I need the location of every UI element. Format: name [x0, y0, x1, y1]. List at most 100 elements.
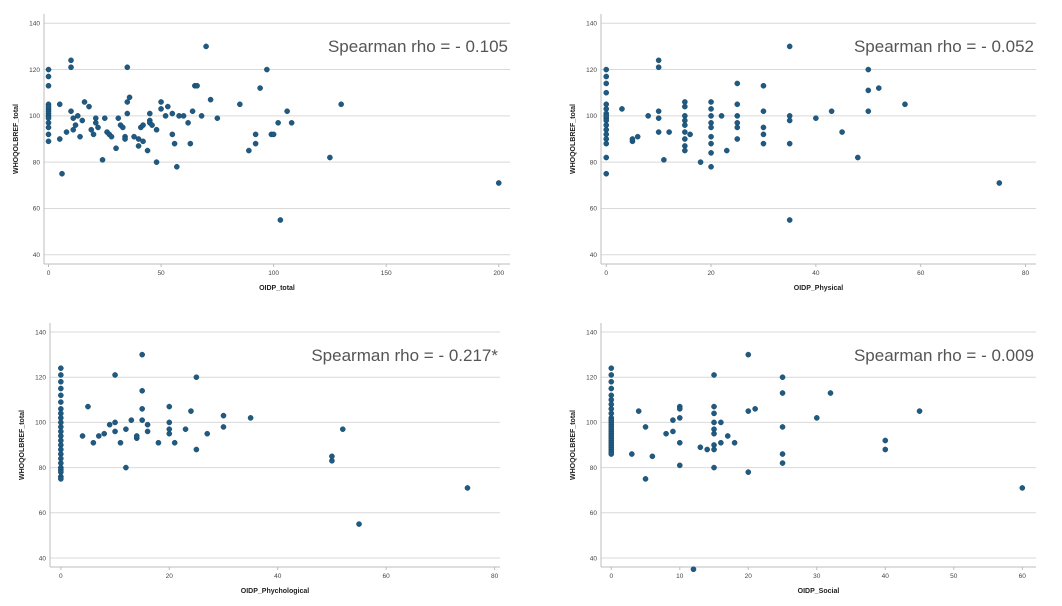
- c3-scatter-point: [676, 415, 683, 421]
- c0-scatter-point: [338, 101, 344, 108]
- c1-scatter-point: [734, 80, 741, 87]
- c3-xtick-label: 20: [745, 573, 753, 580]
- c2-scatter-point: [182, 426, 189, 432]
- c2-spearman-annotation: Spearman rho = - 0.217*: [311, 346, 498, 365]
- c2-ytick-label: 40: [39, 555, 47, 562]
- c2-scatter-point: [112, 372, 118, 378]
- c2-scatter-point: [155, 439, 162, 446]
- c1-scatter-point: [902, 101, 908, 108]
- c2-xtick-label: 20: [166, 573, 174, 580]
- c1-scatter-point: [734, 124, 741, 131]
- c1-scatter-point: [708, 140, 714, 147]
- c3-scatter-point: [676, 462, 683, 469]
- c2-scatter-point: [220, 424, 227, 430]
- c0-scatter-point: [149, 122, 155, 128]
- c2-scatter-point: [171, 439, 178, 446]
- c1-scatter-point: [734, 101, 741, 108]
- c1-scatter-point: [682, 122, 688, 128]
- c0-scatter-point: [92, 115, 99, 121]
- c1-scatter-point: [734, 113, 741, 119]
- c1-ytick-label: 100: [586, 113, 597, 120]
- c2-scatter-point: [193, 446, 200, 453]
- c2-scatter-point: [95, 433, 102, 439]
- c0-scatter-point: [77, 133, 83, 140]
- c2-scatter-point: [85, 403, 91, 410]
- c2-scatter-point: [123, 464, 129, 471]
- c0-scatter-point: [115, 115, 122, 121]
- c0-scatter-point: [270, 131, 277, 138]
- c0-scatter-point: [158, 99, 164, 105]
- c0-scatter-point: [288, 119, 295, 126]
- c2-scatter-point: [144, 428, 151, 435]
- c0-ytick-label: 100: [29, 113, 40, 120]
- c0-scatter-point: [45, 66, 52, 73]
- c1-scatter-point: [734, 119, 741, 126]
- c0-scatter-point: [171, 140, 178, 147]
- c0-scatter-point: [237, 101, 243, 108]
- c3-scatter-point: [745, 408, 752, 414]
- c3-scatter-point: [813, 415, 820, 421]
- c1-scatter-point: [645, 113, 651, 119]
- chart-svg-social: 40 60 80 100 120 140 0 10 20 30 40 50 60 OIDP_Social W…: [570, 323, 1036, 595]
- c0-scatter-point: [327, 154, 333, 161]
- c3-scatter-point: [635, 408, 642, 414]
- c3-scatter-point: [629, 451, 635, 457]
- c0-scatter-point: [194, 82, 200, 89]
- c3-scatter-point: [704, 446, 710, 453]
- c0-scatter-point: [147, 110, 153, 117]
- c3-scatter-point: [642, 476, 649, 482]
- c1-scatter-point: [682, 117, 688, 124]
- c1-scatter-point: [760, 108, 767, 115]
- c0-scatter-point: [140, 138, 146, 145]
- c1-ytick-label: 80: [590, 159, 598, 166]
- c0-scatter-point: [284, 108, 290, 115]
- c2-scatter-point: [128, 417, 135, 423]
- c1-scatter-point: [655, 115, 662, 121]
- c1-x-axis-label: OIDP_Physical: [794, 285, 843, 292]
- c1-scatter-point: [682, 113, 688, 119]
- scatter-panel-physical: 40 60 80 100 120 140 0 20 40 60 80 OIDP_Physical WHO…: [531, 0, 1062, 303]
- c3-scatter-point: [697, 444, 704, 451]
- c2-scatter-point: [112, 428, 118, 435]
- c0-scatter-point: [92, 119, 99, 126]
- c2-scatter-point: [101, 430, 108, 437]
- c0-y-axis-label: WHOQOLBREF_total: [13, 104, 20, 174]
- c3-ytick-label: 120: [586, 375, 597, 382]
- c0-scatter-point: [140, 122, 146, 128]
- c2-y-axis-label: WHOQOLBREF_total: [19, 410, 26, 480]
- c1-scatter-point: [760, 131, 767, 138]
- c2-ytick-label: 120: [35, 375, 46, 382]
- c0-scatter-point: [79, 117, 86, 124]
- c0-scatter-point: [174, 163, 180, 170]
- c1-scatter-point: [661, 157, 667, 163]
- c1-scatter-point: [666, 129, 672, 135]
- c3-ytick-label: 140: [586, 329, 597, 336]
- c1-scatter-point: [682, 136, 688, 142]
- c2-scatter-point: [139, 387, 145, 394]
- c0-scatter-point: [124, 99, 131, 105]
- c1-scatter-point: [786, 217, 793, 223]
- c2-scatter-point: [58, 372, 64, 378]
- c3-scatter-point: [745, 351, 752, 358]
- c1-scatter-point: [682, 143, 688, 149]
- c1-xtick-label: 60: [917, 270, 925, 277]
- c1-scatter-point: [875, 85, 882, 91]
- c3-xtick-label: 30: [813, 573, 821, 580]
- c3-scatter-point: [731, 439, 738, 446]
- c3-scatter-point: [711, 430, 717, 437]
- c0-scatter-point: [153, 126, 160, 133]
- c0-scatter-point: [124, 110, 131, 117]
- c0-scatter-point: [45, 131, 52, 138]
- c2-xtick-label: 80: [491, 573, 499, 580]
- c3-scatter-point: [882, 446, 889, 453]
- c1-ytick-label: 60: [590, 206, 598, 213]
- c1-scatter-point: [734, 136, 741, 142]
- c1-scatter-point: [786, 140, 793, 147]
- c3-xtick-label: 40: [882, 573, 890, 580]
- c2-xtick-label: 60: [383, 573, 391, 580]
- c1-scatter-point: [708, 163, 714, 170]
- c0-ytick-label: 60: [33, 206, 41, 213]
- c2-scatter-point: [106, 421, 113, 428]
- c1-scatter-point: [760, 140, 767, 147]
- c2-scatter-point: [166, 419, 173, 426]
